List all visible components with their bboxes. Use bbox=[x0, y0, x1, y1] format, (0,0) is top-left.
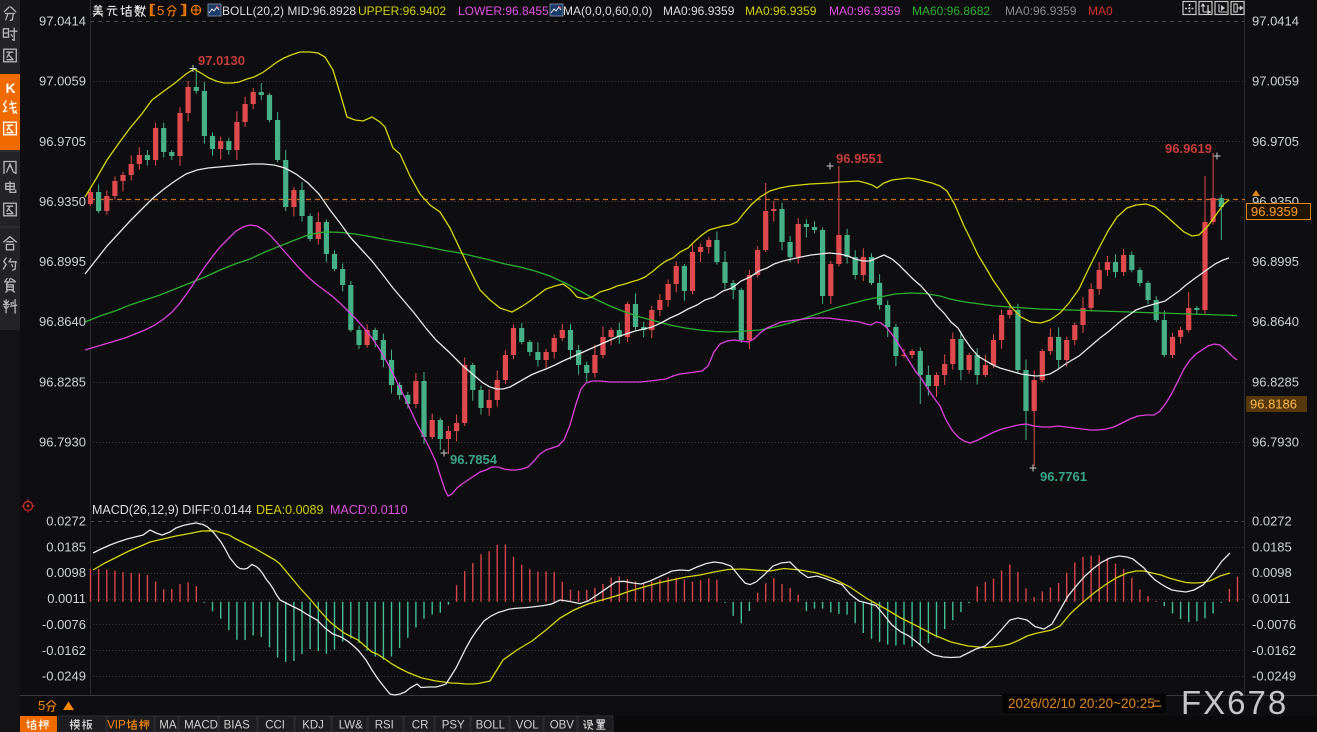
svg-text:MA0:96.9359: MA0:96.9359 bbox=[663, 4, 735, 18]
svg-text:KDJ: KDJ bbox=[302, 719, 324, 731]
svg-text:96.8285: 96.8285 bbox=[1252, 374, 1299, 389]
svg-text:0.0098: 0.0098 bbox=[46, 565, 86, 580]
svg-text:BIAS: BIAS bbox=[224, 719, 251, 731]
svg-text:PSY: PSY bbox=[442, 719, 465, 731]
svg-text:96.7930: 96.7930 bbox=[39, 435, 86, 450]
svg-text:-0.0162: -0.0162 bbox=[42, 643, 86, 658]
svg-text:96.8640: 96.8640 bbox=[39, 314, 86, 329]
svg-text:MA(0,0,0,60,0,0): MA(0,0,0,60,0,0) bbox=[563, 4, 652, 18]
svg-text:0.0185: 0.0185 bbox=[46, 539, 86, 554]
svg-text:MA: MA bbox=[159, 719, 177, 731]
svg-text:96.7854: 96.7854 bbox=[450, 452, 498, 467]
svg-text:0.0098: 0.0098 bbox=[1252, 565, 1292, 580]
svg-text:96.9705: 96.9705 bbox=[39, 134, 86, 149]
svg-text:5: 5 bbox=[38, 698, 45, 713]
svg-text:-0.0249: -0.0249 bbox=[1252, 669, 1296, 684]
svg-text:96.7761: 96.7761 bbox=[1040, 469, 1087, 484]
svg-text:LOWER:96.8455: LOWER:96.8455 bbox=[458, 4, 549, 18]
svg-text:96.9350: 96.9350 bbox=[39, 194, 86, 209]
svg-text:MA0:96.9359: MA0:96.9359 bbox=[745, 4, 817, 18]
svg-text:97.0130: 97.0130 bbox=[198, 53, 245, 68]
svg-text:96.7930: 96.7930 bbox=[1252, 435, 1299, 450]
svg-text:MA0:96.9359: MA0:96.9359 bbox=[829, 4, 901, 18]
svg-text:-0.0249: -0.0249 bbox=[42, 669, 86, 684]
svg-text:-0.0162: -0.0162 bbox=[1252, 643, 1296, 658]
svg-text:96.8995: 96.8995 bbox=[1252, 254, 1299, 269]
svg-text:LW&: LW& bbox=[339, 719, 363, 731]
svg-text:0.0011: 0.0011 bbox=[1252, 591, 1291, 606]
svg-text:BOLL(20,2) MID:96.8928: BOLL(20,2) MID:96.8928 bbox=[222, 4, 356, 18]
svg-text:-0.0076: -0.0076 bbox=[42, 617, 86, 632]
svg-text:96.8285: 96.8285 bbox=[39, 374, 86, 389]
svg-text:0.0272: 0.0272 bbox=[1252, 514, 1292, 529]
svg-text:-0.0076: -0.0076 bbox=[1252, 617, 1296, 632]
svg-text:BOLL: BOLL bbox=[476, 719, 506, 731]
svg-text:97.0414: 97.0414 bbox=[39, 14, 86, 29]
svg-text:97.0059: 97.0059 bbox=[1252, 74, 1299, 89]
svg-text:MACD(26,12,9) DIFF:0.0144: MACD(26,12,9) DIFF:0.0144 bbox=[92, 503, 252, 517]
svg-text:97.0059: 97.0059 bbox=[39, 74, 86, 89]
svg-text:RSI: RSI bbox=[375, 719, 394, 731]
svg-text:VIP: VIP bbox=[107, 719, 126, 731]
svg-text:CCI: CCI bbox=[265, 719, 285, 731]
svg-text:MA0:96.9359: MA0:96.9359 bbox=[1005, 4, 1077, 18]
svg-text:96.9705: 96.9705 bbox=[1252, 134, 1299, 149]
svg-text:MACD:0.0110: MACD:0.0110 bbox=[330, 503, 408, 517]
svg-text:0.0272: 0.0272 bbox=[46, 514, 86, 529]
svg-text:MA0: MA0 bbox=[1088, 4, 1113, 18]
svg-text:96.9551: 96.9551 bbox=[836, 151, 883, 166]
svg-text:VOL: VOL bbox=[516, 719, 540, 731]
svg-text:0.0185: 0.0185 bbox=[1252, 539, 1292, 554]
svg-text:OBV: OBV bbox=[550, 719, 575, 731]
svg-text:97.0414: 97.0414 bbox=[1252, 14, 1299, 29]
svg-text:96.8186: 96.8186 bbox=[1250, 397, 1297, 412]
svg-text:CR: CR bbox=[412, 719, 429, 731]
svg-text:96.8640: 96.8640 bbox=[1252, 314, 1299, 329]
svg-text:UPPER:96.9402: UPPER:96.9402 bbox=[358, 4, 446, 18]
svg-text:96.9359: 96.9359 bbox=[1251, 204, 1298, 219]
svg-text:K: K bbox=[6, 80, 16, 96]
svg-text:2026/02/10 20:20~20:25: 2026/02/10 20:20~20:25 bbox=[1008, 696, 1155, 711]
svg-text:MACD: MACD bbox=[184, 719, 218, 731]
svg-text:96.9619: 96.9619 bbox=[1165, 141, 1212, 156]
svg-text:0.0011: 0.0011 bbox=[47, 591, 86, 606]
svg-text:MA60:96.8682: MA60:96.8682 bbox=[912, 4, 990, 18]
svg-text:DEA:0.0089: DEA:0.0089 bbox=[256, 503, 323, 517]
svg-text:96.8995: 96.8995 bbox=[39, 254, 86, 269]
svg-text:5: 5 bbox=[157, 3, 164, 18]
svg-text:FX678: FX678 bbox=[1181, 684, 1288, 721]
